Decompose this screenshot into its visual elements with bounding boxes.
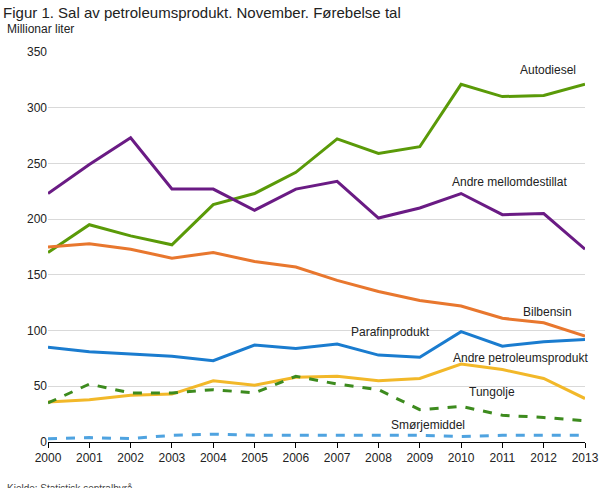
svg-text:0: 0 — [40, 435, 47, 449]
svg-text:2005: 2005 — [241, 451, 268, 465]
svg-text:2000: 2000 — [35, 451, 62, 465]
svg-text:2013: 2013 — [572, 451, 599, 465]
svg-text:Figur 1. Sal av petroleumsprod: Figur 1. Sal av petroleumsprodukt. Novem… — [3, 4, 401, 21]
svg-text:Parafinprodukt: Parafinprodukt — [351, 325, 430, 339]
svg-text:2009: 2009 — [406, 451, 433, 465]
svg-text:Andre petroleumsprodukt: Andre petroleumsprodukt — [453, 351, 588, 365]
svg-text:Smørjemiddel: Smørjemiddel — [391, 418, 465, 432]
svg-text:2012: 2012 — [530, 451, 557, 465]
svg-text:50: 50 — [34, 379, 48, 393]
svg-text:2002: 2002 — [117, 451, 144, 465]
svg-text:2007: 2007 — [324, 451, 351, 465]
svg-text:Tungolje: Tungolje — [469, 385, 515, 399]
svg-text:Kjelde: Statistisk sentralbyrå: Kjelde: Statistisk sentralbyrå. — [7, 483, 135, 488]
svg-text:100: 100 — [27, 324, 47, 338]
svg-text:2004: 2004 — [200, 451, 227, 465]
svg-text:2008: 2008 — [365, 451, 392, 465]
svg-text:2010: 2010 — [448, 451, 475, 465]
svg-text:2003: 2003 — [159, 451, 186, 465]
svg-text:Autodiesel: Autodiesel — [520, 63, 576, 77]
svg-text:150: 150 — [27, 268, 47, 282]
svg-text:Andre mellomdestillat: Andre mellomdestillat — [452, 175, 567, 189]
svg-text:2011: 2011 — [489, 451, 515, 465]
svg-text:250: 250 — [27, 157, 47, 171]
svg-text:200: 200 — [27, 212, 47, 226]
svg-text:300: 300 — [27, 101, 47, 115]
svg-text:350: 350 — [27, 45, 47, 59]
svg-text:Millionar liter: Millionar liter — [7, 22, 74, 36]
svg-text:Bilbensin: Bilbensin — [523, 305, 572, 319]
svg-text:2006: 2006 — [282, 451, 309, 465]
svg-text:2001: 2001 — [76, 451, 103, 465]
